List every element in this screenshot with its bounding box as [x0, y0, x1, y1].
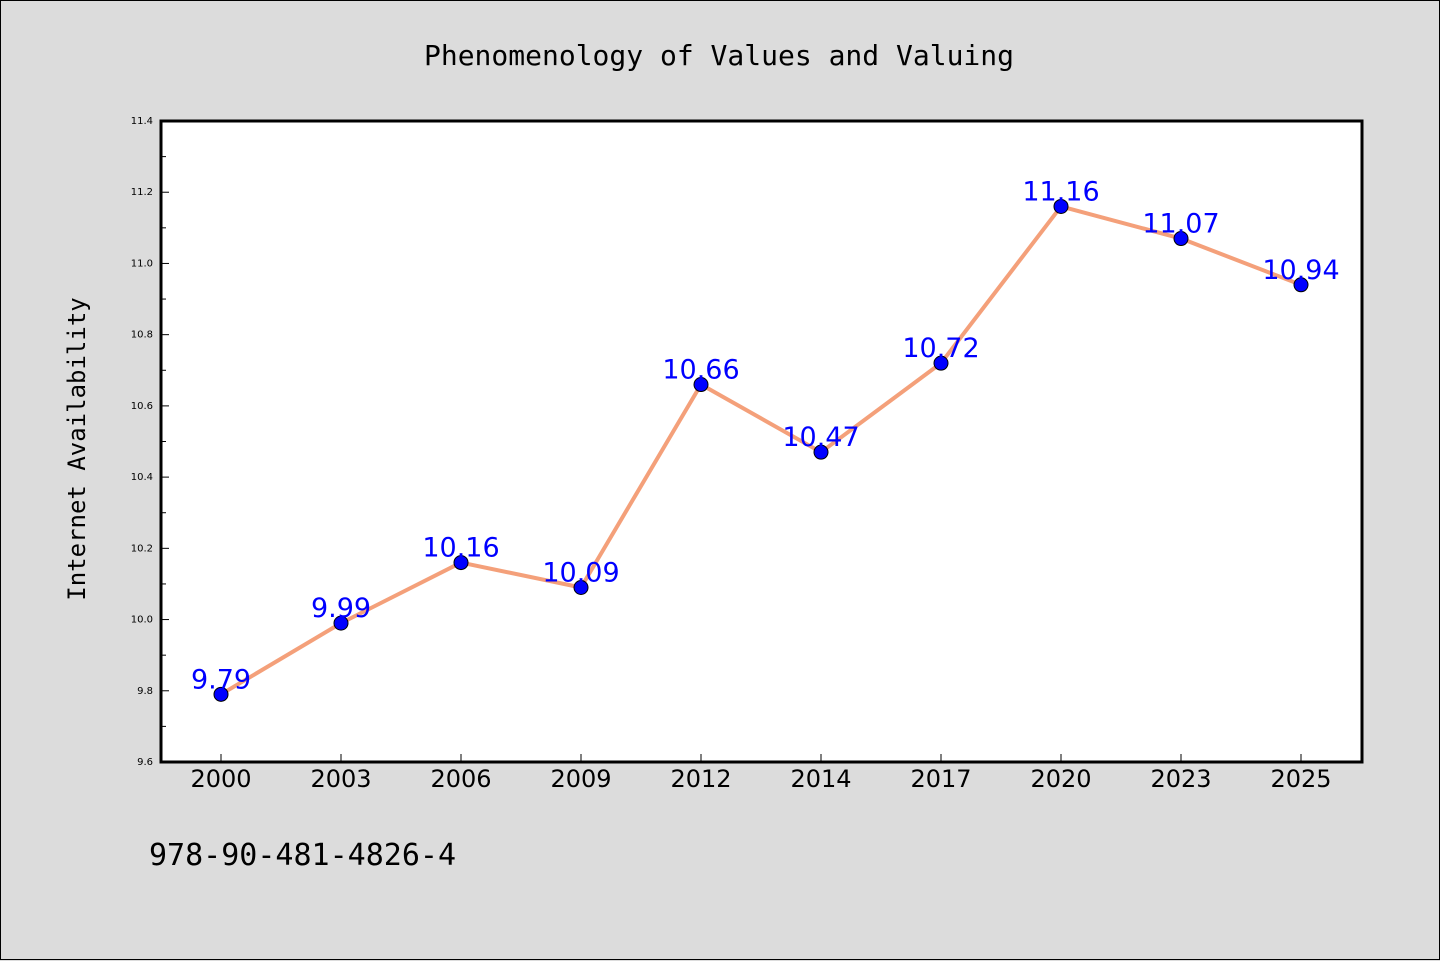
x-axis: 2000 2003 2006 2009 2012 2014 2017 2020 2023 2025 [190, 754, 1332, 793]
y-tick-label: 11.4 [131, 116, 153, 127]
data-label: 11.07 [1142, 209, 1219, 240]
x-tick-label: 2003 [310, 765, 371, 793]
y-tick-label: 10.0 [131, 615, 153, 626]
data-point [1293, 277, 1309, 293]
data-point [573, 580, 589, 596]
x-tick-label: 2025 [1270, 765, 1331, 793]
data-label: 11.16 [1022, 176, 1099, 207]
x-tick-label: 2017 [910, 765, 971, 793]
data-label: 10.16 [422, 533, 499, 564]
data-point [933, 355, 949, 371]
data-point [213, 686, 229, 702]
data-label-group: 9.79 9.99 10.16 10.09 10.66 10.47 10.72 11.16 11… [191, 176, 1340, 695]
y-tick-label: 10.6 [131, 401, 153, 412]
isbn-footer: 978-90-481-4826-4 [149, 838, 456, 873]
data-point [1053, 198, 1069, 214]
x-tick-label: 2020 [1030, 765, 1091, 793]
y-tick-label: 9.8 [137, 686, 153, 697]
data-point [333, 615, 349, 631]
data-point [1173, 231, 1189, 247]
y-tick-label: 9.6 [137, 757, 153, 768]
y-tick-label: 10.8 [131, 330, 153, 341]
series-line [219, 204, 1302, 697]
series-group [213, 198, 1309, 702]
x-tick-label: 2006 [430, 765, 491, 793]
chart-title: Phenomenology of Values and Valuing [424, 39, 1014, 72]
x-tick-label: 2014 [790, 765, 851, 793]
x-tick-label: 2000 [190, 765, 251, 793]
data-label: 9.99 [311, 593, 371, 624]
plot-area [159, 119, 1364, 764]
y-tick-label: 11.2 [131, 187, 153, 198]
x-tick-label: 2023 [1150, 765, 1211, 793]
data-label: 10.94 [1262, 255, 1339, 286]
data-point [813, 444, 829, 460]
data-label: 10.72 [902, 333, 979, 364]
y-tick-label: 10.2 [131, 543, 153, 554]
data-point [453, 555, 469, 571]
y-tick-label: 11.0 [131, 258, 153, 269]
y-axis: 9.6 9.8 10.0 10.2 10.4 10.6 10.8 11.0 11.2 11.4 [131, 116, 169, 768]
data-label: 10.66 [662, 355, 739, 386]
x-tick-label: 2009 [550, 765, 611, 793]
y-tick-label: 10.4 [131, 472, 153, 483]
data-label: 10.47 [782, 422, 859, 453]
y-axis-label: Internet Availability [63, 297, 91, 600]
data-label: 10.09 [542, 558, 619, 589]
x-tick-label: 2012 [670, 765, 731, 793]
data-point [693, 377, 709, 393]
data-label: 9.79 [191, 664, 251, 695]
